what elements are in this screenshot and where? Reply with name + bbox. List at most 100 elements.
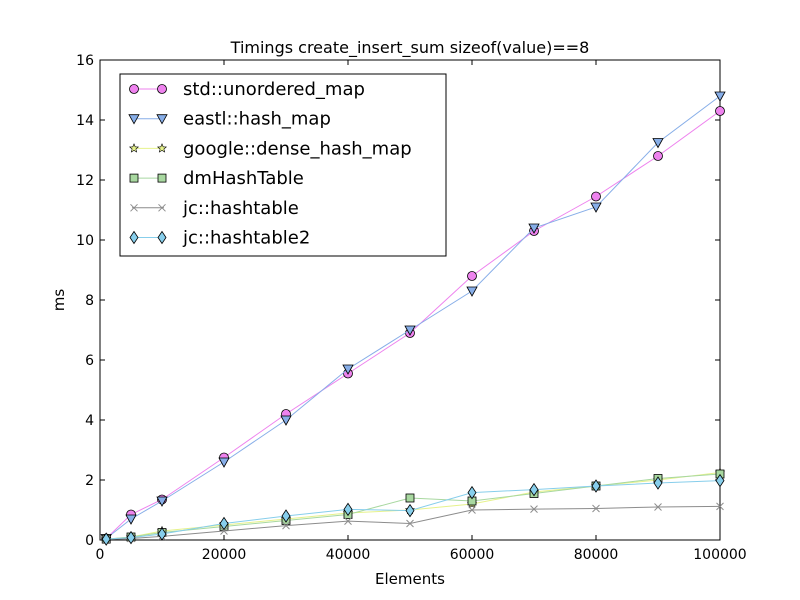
data-point bbox=[342, 364, 354, 375]
data-point bbox=[405, 493, 415, 503]
x-marker-stroke bbox=[158, 203, 166, 212]
y-tick-label: 16 bbox=[76, 53, 94, 69]
y-tick-label: 0 bbox=[85, 533, 94, 549]
y-tick-label: 8 bbox=[85, 293, 94, 309]
data-point bbox=[282, 521, 290, 530]
data-point bbox=[529, 482, 539, 497]
legend-label: dmHashTable bbox=[183, 168, 304, 189]
data-point bbox=[156, 496, 168, 507]
legend-label: eastl::hash_map bbox=[183, 109, 331, 130]
legend-marker bbox=[129, 84, 139, 94]
data-point bbox=[653, 151, 663, 161]
data-point bbox=[405, 503, 415, 518]
x-tick-label: 100000 bbox=[693, 547, 746, 563]
chart-title: Timings create_insert_sum sizeof(value)=… bbox=[230, 38, 590, 58]
x-marker-stroke bbox=[468, 506, 476, 514]
data-point bbox=[343, 502, 353, 517]
y-tick-label: 14 bbox=[76, 113, 94, 129]
legend-item: std::unordered_map bbox=[129, 79, 365, 100]
legend-marker bbox=[157, 173, 167, 183]
x-tick-label: 0 bbox=[96, 547, 105, 563]
y-tick-label: 4 bbox=[85, 413, 94, 429]
legend-marker bbox=[129, 173, 139, 183]
x-marker-stroke bbox=[530, 505, 538, 513]
series-line bbox=[106, 473, 721, 540]
legend-label: std::unordered_map bbox=[183, 79, 365, 100]
data-point bbox=[592, 504, 600, 513]
y-tick-label: 6 bbox=[85, 353, 94, 369]
x-tick-label: 20000 bbox=[202, 547, 247, 563]
legend-marker bbox=[130, 203, 138, 212]
data-point bbox=[654, 503, 662, 511]
x-marker-stroke bbox=[654, 503, 662, 511]
y-tick-label: 10 bbox=[76, 233, 94, 249]
series-eastl-hash-map bbox=[100, 91, 726, 545]
data-point bbox=[715, 106, 725, 116]
x-tick-label: 80000 bbox=[574, 547, 619, 563]
data-point bbox=[281, 509, 291, 523]
legend-marker bbox=[158, 203, 166, 212]
data-point bbox=[404, 325, 416, 336]
data-point bbox=[219, 516, 229, 531]
data-point bbox=[218, 457, 230, 468]
y-tick-label: 12 bbox=[76, 173, 94, 189]
data-point bbox=[101, 532, 111, 546]
legend-marker bbox=[156, 143, 168, 153]
series-line bbox=[106, 480, 721, 540]
data-point bbox=[466, 286, 478, 297]
legend-label: jc::hashtable2 bbox=[182, 228, 310, 249]
data-point bbox=[406, 519, 414, 528]
legend-label: jc::hashtable bbox=[182, 198, 299, 219]
x-marker-stroke bbox=[130, 203, 138, 212]
data-point bbox=[125, 514, 137, 525]
legend-label: google::dense_hash_map bbox=[183, 138, 412, 159]
x-axis-label: Elements bbox=[375, 570, 445, 588]
legend-item: jc::hashtable bbox=[130, 198, 299, 219]
x-tick-label: 40000 bbox=[326, 547, 371, 563]
y-axis-label: ms bbox=[50, 289, 68, 312]
x-tick-label: 60000 bbox=[450, 547, 495, 563]
data-point bbox=[590, 202, 602, 213]
legend-marker bbox=[157, 230, 167, 245]
data-point bbox=[714, 91, 726, 102]
legend-item: google::dense_hash_map bbox=[128, 138, 412, 159]
x-marker-stroke bbox=[282, 521, 290, 530]
legend: std::unordered_mapeastl::hash_mapgoogle:… bbox=[119, 73, 447, 257]
legend-item: eastl::hash_map bbox=[128, 109, 331, 130]
data-point bbox=[591, 191, 601, 202]
data-point bbox=[220, 527, 228, 535]
data-point bbox=[652, 138, 664, 149]
plot-area: 0 20000 40000 60000 80000 100000 0 2 4 6 8 10 12 14 16… bbox=[76, 53, 747, 563]
series-line bbox=[106, 505, 721, 540]
data-point bbox=[530, 505, 538, 513]
x-marker-stroke bbox=[406, 519, 414, 528]
data-point bbox=[344, 517, 352, 525]
legend-marker bbox=[157, 84, 167, 94]
data-point bbox=[591, 479, 601, 493]
data-point bbox=[468, 506, 476, 514]
x-marker-stroke bbox=[344, 517, 352, 525]
legend-marker bbox=[128, 143, 140, 153]
x-marker-stroke bbox=[220, 527, 228, 535]
legend-marker bbox=[156, 114, 168, 125]
x-marker-stroke bbox=[716, 502, 724, 511]
data-point bbox=[280, 415, 292, 426]
legend-item: jc::hashtable2 bbox=[129, 228, 310, 249]
data-point bbox=[528, 223, 540, 234]
series-line bbox=[105, 95, 721, 539]
legend-box bbox=[119, 73, 447, 257]
series-line bbox=[105, 110, 721, 539]
series-jc-hashtable2 bbox=[101, 473, 725, 546]
y-tick-label: 2 bbox=[85, 473, 94, 489]
legend-marker bbox=[128, 114, 140, 125]
data-point bbox=[467, 271, 477, 281]
legend-item: dmHashTable bbox=[129, 168, 304, 189]
data-point bbox=[715, 473, 725, 488]
x-marker-stroke bbox=[592, 504, 600, 513]
data-point bbox=[467, 485, 477, 500]
data-point bbox=[653, 476, 663, 490]
data-point bbox=[157, 527, 167, 541]
legend-marker bbox=[129, 230, 139, 245]
